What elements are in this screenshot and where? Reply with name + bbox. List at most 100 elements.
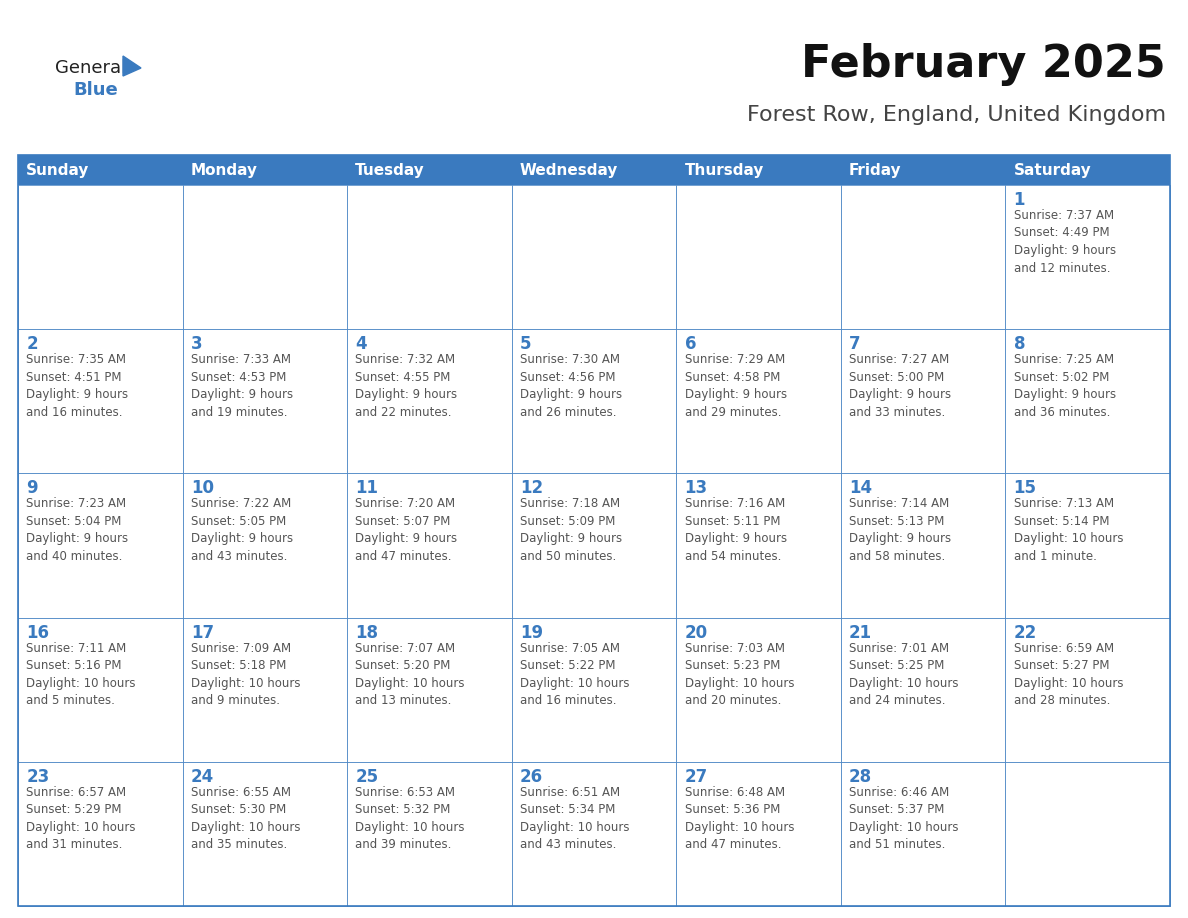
Text: 15: 15 bbox=[1013, 479, 1037, 498]
Text: Wednesday: Wednesday bbox=[520, 162, 618, 177]
Text: 22: 22 bbox=[1013, 623, 1037, 642]
Text: 10: 10 bbox=[191, 479, 214, 498]
Text: Sunday: Sunday bbox=[26, 162, 89, 177]
Bar bbox=[18, 155, 1170, 906]
Text: 1: 1 bbox=[1013, 191, 1025, 209]
Text: 16: 16 bbox=[26, 623, 49, 642]
Text: Sunrise: 7:23 AM
Sunset: 5:04 PM
Daylight: 9 hours
and 40 minutes.: Sunrise: 7:23 AM Sunset: 5:04 PM Dayligh… bbox=[26, 498, 128, 563]
Text: Sunrise: 7:25 AM
Sunset: 5:02 PM
Daylight: 9 hours
and 36 minutes.: Sunrise: 7:25 AM Sunset: 5:02 PM Dayligh… bbox=[1013, 353, 1116, 419]
Bar bbox=[841, 474, 1005, 618]
Text: February 2025: February 2025 bbox=[801, 43, 1165, 86]
Text: 19: 19 bbox=[520, 623, 543, 642]
Text: Sunrise: 7:35 AM
Sunset: 4:51 PM
Daylight: 9 hours
and 16 minutes.: Sunrise: 7:35 AM Sunset: 4:51 PM Dayligh… bbox=[26, 353, 128, 419]
Text: 2: 2 bbox=[26, 335, 38, 353]
Bar bbox=[347, 762, 512, 906]
Text: Forest Row, England, United Kingdom: Forest Row, England, United Kingdom bbox=[747, 105, 1165, 125]
Bar bbox=[18, 185, 183, 330]
Text: 27: 27 bbox=[684, 767, 708, 786]
Text: Tuesday: Tuesday bbox=[355, 162, 425, 177]
Text: Blue: Blue bbox=[72, 81, 118, 99]
Bar bbox=[18, 618, 183, 762]
Bar bbox=[183, 185, 347, 330]
Bar bbox=[1005, 474, 1170, 618]
Text: Sunrise: 7:16 AM
Sunset: 5:11 PM
Daylight: 9 hours
and 54 minutes.: Sunrise: 7:16 AM Sunset: 5:11 PM Dayligh… bbox=[684, 498, 786, 563]
Text: 12: 12 bbox=[520, 479, 543, 498]
Text: 28: 28 bbox=[849, 767, 872, 786]
Text: Sunrise: 7:07 AM
Sunset: 5:20 PM
Daylight: 10 hours
and 13 minutes.: Sunrise: 7:07 AM Sunset: 5:20 PM Dayligh… bbox=[355, 642, 465, 707]
Text: Friday: Friday bbox=[849, 162, 902, 177]
Text: 5: 5 bbox=[520, 335, 531, 353]
Bar bbox=[841, 185, 1005, 330]
Text: Saturday: Saturday bbox=[1013, 162, 1092, 177]
Text: 14: 14 bbox=[849, 479, 872, 498]
Text: 9: 9 bbox=[26, 479, 38, 498]
Text: 6: 6 bbox=[684, 335, 696, 353]
Text: Sunrise: 7:20 AM
Sunset: 5:07 PM
Daylight: 9 hours
and 47 minutes.: Sunrise: 7:20 AM Sunset: 5:07 PM Dayligh… bbox=[355, 498, 457, 563]
Bar bbox=[1005, 762, 1170, 906]
Bar bbox=[676, 185, 841, 330]
Text: Sunrise: 7:13 AM
Sunset: 5:14 PM
Daylight: 10 hours
and 1 minute.: Sunrise: 7:13 AM Sunset: 5:14 PM Dayligh… bbox=[1013, 498, 1123, 563]
Text: Sunrise: 7:05 AM
Sunset: 5:22 PM
Daylight: 10 hours
and 16 minutes.: Sunrise: 7:05 AM Sunset: 5:22 PM Dayligh… bbox=[520, 642, 630, 707]
Text: Sunrise: 6:55 AM
Sunset: 5:30 PM
Daylight: 10 hours
and 35 minutes.: Sunrise: 6:55 AM Sunset: 5:30 PM Dayligh… bbox=[191, 786, 301, 851]
Bar bbox=[1005, 330, 1170, 474]
Polygon shape bbox=[124, 56, 141, 76]
Bar bbox=[18, 762, 183, 906]
Text: Sunrise: 7:33 AM
Sunset: 4:53 PM
Daylight: 9 hours
and 19 minutes.: Sunrise: 7:33 AM Sunset: 4:53 PM Dayligh… bbox=[191, 353, 293, 419]
Bar bbox=[676, 474, 841, 618]
Text: General: General bbox=[55, 59, 126, 77]
Bar bbox=[676, 762, 841, 906]
Bar bbox=[512, 618, 676, 762]
Text: 7: 7 bbox=[849, 335, 861, 353]
Text: Sunrise: 6:51 AM
Sunset: 5:34 PM
Daylight: 10 hours
and 43 minutes.: Sunrise: 6:51 AM Sunset: 5:34 PM Dayligh… bbox=[520, 786, 630, 851]
Text: Sunrise: 6:48 AM
Sunset: 5:36 PM
Daylight: 10 hours
and 47 minutes.: Sunrise: 6:48 AM Sunset: 5:36 PM Dayligh… bbox=[684, 786, 794, 851]
Text: 18: 18 bbox=[355, 623, 378, 642]
Text: Sunrise: 7:37 AM
Sunset: 4:49 PM
Daylight: 9 hours
and 12 minutes.: Sunrise: 7:37 AM Sunset: 4:49 PM Dayligh… bbox=[1013, 209, 1116, 274]
Text: Sunrise: 6:53 AM
Sunset: 5:32 PM
Daylight: 10 hours
and 39 minutes.: Sunrise: 6:53 AM Sunset: 5:32 PM Dayligh… bbox=[355, 786, 465, 851]
Bar bbox=[841, 618, 1005, 762]
Text: Thursday: Thursday bbox=[684, 162, 764, 177]
Text: Sunrise: 6:59 AM
Sunset: 5:27 PM
Daylight: 10 hours
and 28 minutes.: Sunrise: 6:59 AM Sunset: 5:27 PM Dayligh… bbox=[1013, 642, 1123, 707]
Text: Sunrise: 7:14 AM
Sunset: 5:13 PM
Daylight: 9 hours
and 58 minutes.: Sunrise: 7:14 AM Sunset: 5:13 PM Dayligh… bbox=[849, 498, 952, 563]
Bar bbox=[18, 474, 183, 618]
Bar bbox=[512, 762, 676, 906]
Bar bbox=[347, 474, 512, 618]
Text: 26: 26 bbox=[520, 767, 543, 786]
Text: Sunrise: 7:01 AM
Sunset: 5:25 PM
Daylight: 10 hours
and 24 minutes.: Sunrise: 7:01 AM Sunset: 5:25 PM Dayligh… bbox=[849, 642, 959, 707]
Text: 4: 4 bbox=[355, 335, 367, 353]
Bar bbox=[18, 155, 1170, 185]
Text: 23: 23 bbox=[26, 767, 50, 786]
Text: 25: 25 bbox=[355, 767, 379, 786]
Text: Monday: Monday bbox=[191, 162, 258, 177]
Text: 8: 8 bbox=[1013, 335, 1025, 353]
Bar bbox=[676, 618, 841, 762]
Text: Sunrise: 7:27 AM
Sunset: 5:00 PM
Daylight: 9 hours
and 33 minutes.: Sunrise: 7:27 AM Sunset: 5:00 PM Dayligh… bbox=[849, 353, 952, 419]
Bar bbox=[347, 185, 512, 330]
Text: Sunrise: 7:11 AM
Sunset: 5:16 PM
Daylight: 10 hours
and 5 minutes.: Sunrise: 7:11 AM Sunset: 5:16 PM Dayligh… bbox=[26, 642, 135, 707]
Bar bbox=[512, 330, 676, 474]
Bar bbox=[841, 330, 1005, 474]
Text: Sunrise: 7:18 AM
Sunset: 5:09 PM
Daylight: 9 hours
and 50 minutes.: Sunrise: 7:18 AM Sunset: 5:09 PM Dayligh… bbox=[520, 498, 623, 563]
Text: Sunrise: 6:46 AM
Sunset: 5:37 PM
Daylight: 10 hours
and 51 minutes.: Sunrise: 6:46 AM Sunset: 5:37 PM Dayligh… bbox=[849, 786, 959, 851]
Text: 11: 11 bbox=[355, 479, 378, 498]
Text: 21: 21 bbox=[849, 623, 872, 642]
Bar bbox=[183, 618, 347, 762]
Bar bbox=[841, 762, 1005, 906]
Text: Sunrise: 6:57 AM
Sunset: 5:29 PM
Daylight: 10 hours
and 31 minutes.: Sunrise: 6:57 AM Sunset: 5:29 PM Dayligh… bbox=[26, 786, 135, 851]
Text: 3: 3 bbox=[191, 335, 202, 353]
Bar bbox=[183, 762, 347, 906]
Bar bbox=[676, 330, 841, 474]
Bar bbox=[183, 474, 347, 618]
Text: Sunrise: 7:03 AM
Sunset: 5:23 PM
Daylight: 10 hours
and 20 minutes.: Sunrise: 7:03 AM Sunset: 5:23 PM Dayligh… bbox=[684, 642, 794, 707]
Bar bbox=[347, 618, 512, 762]
Text: Sunrise: 7:32 AM
Sunset: 4:55 PM
Daylight: 9 hours
and 22 minutes.: Sunrise: 7:32 AM Sunset: 4:55 PM Dayligh… bbox=[355, 353, 457, 419]
Bar bbox=[512, 185, 676, 330]
Bar bbox=[18, 330, 183, 474]
Text: 13: 13 bbox=[684, 479, 708, 498]
Text: Sunrise: 7:09 AM
Sunset: 5:18 PM
Daylight: 10 hours
and 9 minutes.: Sunrise: 7:09 AM Sunset: 5:18 PM Dayligh… bbox=[191, 642, 301, 707]
Text: Sunrise: 7:22 AM
Sunset: 5:05 PM
Daylight: 9 hours
and 43 minutes.: Sunrise: 7:22 AM Sunset: 5:05 PM Dayligh… bbox=[191, 498, 293, 563]
Text: Sunrise: 7:29 AM
Sunset: 4:58 PM
Daylight: 9 hours
and 29 minutes.: Sunrise: 7:29 AM Sunset: 4:58 PM Dayligh… bbox=[684, 353, 786, 419]
Text: Sunrise: 7:30 AM
Sunset: 4:56 PM
Daylight: 9 hours
and 26 minutes.: Sunrise: 7:30 AM Sunset: 4:56 PM Dayligh… bbox=[520, 353, 623, 419]
Text: 24: 24 bbox=[191, 767, 214, 786]
Text: 20: 20 bbox=[684, 623, 708, 642]
Bar bbox=[512, 474, 676, 618]
